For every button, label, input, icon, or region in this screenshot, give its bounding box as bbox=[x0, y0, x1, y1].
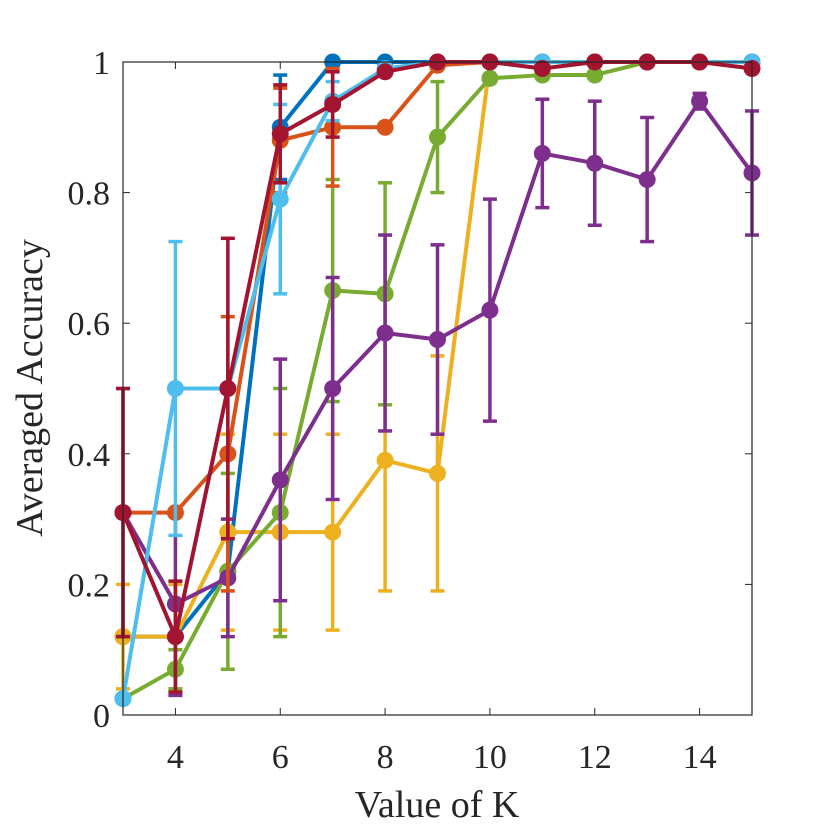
data-point bbox=[376, 63, 394, 81]
data-point bbox=[324, 95, 342, 113]
y-axis-label: Averaged Accuracy bbox=[9, 239, 51, 537]
data-point bbox=[429, 128, 446, 146]
data-point bbox=[166, 380, 184, 397]
data-point bbox=[691, 92, 709, 110]
data-point bbox=[219, 380, 237, 397]
x-axis-ticks: 4 6 8 10 12 14 bbox=[167, 62, 717, 776]
data-point bbox=[271, 190, 289, 208]
data-point bbox=[324, 523, 342, 541]
data-point bbox=[376, 118, 394, 136]
data-point bbox=[481, 301, 499, 319]
x-tick-label: 6 bbox=[272, 739, 289, 776]
plot-frame bbox=[122, 61, 753, 716]
y-tick-label: 0.8 bbox=[68, 176, 111, 213]
x-tick-label: 12 bbox=[578, 739, 612, 776]
data-point bbox=[481, 69, 499, 87]
data-point bbox=[271, 125, 289, 143]
x-tick-label: 14 bbox=[683, 739, 717, 776]
x-tick-label: 10 bbox=[473, 739, 507, 776]
data-point bbox=[376, 324, 394, 342]
data-point bbox=[533, 144, 551, 162]
y-tick-label: 0.2 bbox=[68, 567, 111, 604]
x-axis-label: Value of K bbox=[355, 784, 520, 826]
data-point bbox=[429, 331, 446, 349]
y-axis-ticks: 0 0.2 0.4 0.6 0.8 1 bbox=[68, 45, 752, 735]
x-tick-label: 4 bbox=[167, 739, 184, 776]
x-tick-label: 8 bbox=[377, 739, 394, 776]
y-tick-label: 0 bbox=[93, 698, 110, 735]
data-point bbox=[324, 380, 342, 397]
data-point bbox=[376, 451, 394, 469]
data-point bbox=[429, 464, 446, 482]
y-tick-label: 0.4 bbox=[68, 437, 111, 474]
data-point bbox=[166, 628, 184, 646]
data-point bbox=[271, 471, 289, 489]
data-point bbox=[533, 60, 551, 78]
data-point bbox=[586, 66, 604, 84]
y-tick-label: 0.6 bbox=[68, 306, 111, 343]
data-point bbox=[638, 171, 656, 189]
data-point bbox=[586, 154, 604, 172]
y-tick-label: 1 bbox=[93, 45, 110, 82]
